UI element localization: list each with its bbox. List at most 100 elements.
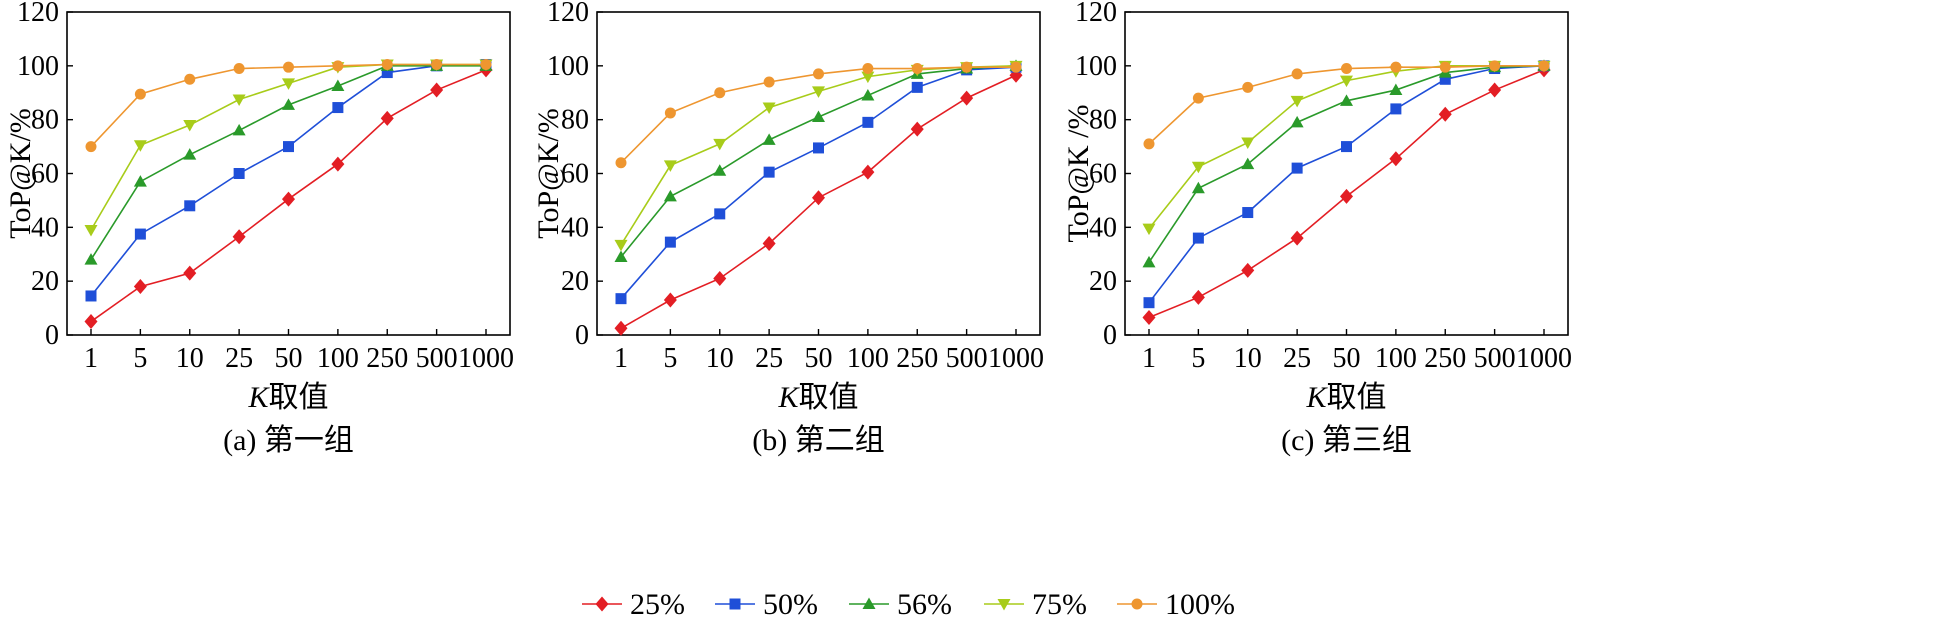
- data-point: [183, 265, 197, 281]
- data-point: [232, 123, 246, 136]
- data-point: [861, 88, 875, 101]
- x-tick-label: 250: [896, 343, 938, 374]
- data-point: [1241, 157, 1255, 170]
- legend-label: 56%: [897, 588, 952, 621]
- legend-label: 50%: [763, 588, 818, 621]
- data-point: [1191, 289, 1205, 305]
- data-point: [1489, 60, 1501, 72]
- y-tick-label: 60: [1089, 159, 1117, 190]
- y-tick-label: 80: [561, 105, 589, 136]
- y-tick-label: 0: [1103, 320, 1117, 351]
- data-point: [813, 68, 824, 80]
- data-point: [282, 78, 295, 90]
- data-point: [283, 141, 294, 153]
- data-point: [183, 148, 197, 160]
- data-point: [614, 320, 628, 336]
- x-tick-label: 25: [755, 343, 783, 374]
- data-point: [663, 292, 677, 308]
- data-point: [1340, 94, 1353, 106]
- data-point: [381, 58, 393, 70]
- x-tick-label: 1: [614, 343, 628, 374]
- data-point: [84, 253, 98, 265]
- y-tick-label: 80: [1089, 105, 1117, 136]
- y-tick-label: 80: [31, 105, 59, 136]
- panel-caption: (a) 第一组: [223, 424, 354, 457]
- data-point: [762, 133, 776, 145]
- data-point: [861, 164, 875, 180]
- series-100%: [85, 58, 492, 153]
- data-point: [1242, 81, 1254, 93]
- data-point: [380, 110, 394, 126]
- y-tick-label: 120: [1075, 0, 1117, 28]
- x-tick-label: 100: [317, 343, 359, 374]
- x-tick-label: 1000: [458, 343, 514, 374]
- data-point: [480, 58, 492, 70]
- data-point: [614, 250, 628, 262]
- x-tick-label: 250: [366, 343, 408, 374]
- data-point: [663, 189, 677, 202]
- data-point: [1389, 151, 1403, 167]
- data-point: [862, 63, 874, 75]
- x-tick-label: 10: [176, 343, 204, 374]
- data-point: [911, 63, 923, 75]
- legend-item: 25%: [582, 588, 685, 621]
- data-point: [862, 116, 874, 128]
- data-point: [1142, 310, 1156, 326]
- data-point: [282, 98, 295, 110]
- x-tick-label: 10: [1234, 343, 1262, 374]
- x-tick-label: 1: [84, 343, 98, 374]
- data-point: [1143, 297, 1155, 309]
- data-point: [1439, 73, 1451, 85]
- legend-marker: [862, 597, 876, 609]
- data-point: [713, 270, 727, 286]
- data-point: [1390, 61, 1402, 73]
- legend: 25% 50% 56% 75% 100%: [582, 588, 1235, 621]
- data-point: [184, 73, 196, 85]
- data-point: [615, 293, 627, 305]
- data-point: [381, 67, 393, 79]
- data-point: [664, 236, 676, 248]
- data-point: [1438, 106, 1452, 122]
- data-point: [714, 87, 726, 99]
- plot-frame: [1124, 11, 1569, 336]
- data-point: [1241, 137, 1255, 150]
- data-point: [1341, 63, 1352, 75]
- y-tick-label: 20: [1089, 266, 1117, 297]
- data-point: [812, 190, 825, 206]
- x-tick-label: 250: [1424, 343, 1466, 374]
- x-tick-label: 500: [416, 343, 458, 374]
- y-tick-label: 60: [31, 159, 59, 190]
- x-tick-label: 100: [847, 343, 889, 374]
- data-point: [183, 120, 197, 132]
- data-point: [1241, 262, 1255, 278]
- legend-marker: [595, 596, 609, 612]
- x-tick-label: 25: [1283, 343, 1311, 374]
- y-tick-label: 100: [1075, 51, 1117, 82]
- data-point: [184, 200, 196, 212]
- data-point: [1291, 162, 1303, 174]
- legend-item: 56%: [849, 588, 952, 621]
- series-25%: [84, 62, 493, 330]
- x-tick-label: 500: [946, 343, 988, 374]
- data-point: [615, 157, 627, 169]
- data-point: [1191, 161, 1205, 174]
- legend-item: 100%: [1117, 588, 1235, 621]
- data-point: [133, 175, 147, 187]
- data-point: [133, 140, 147, 152]
- x-tick-label: 5: [133, 343, 147, 374]
- data-point: [1191, 181, 1205, 194]
- x-axis-title: K取值: [1305, 381, 1386, 414]
- x-tick-label: 100: [1375, 343, 1417, 374]
- data-point: [911, 81, 923, 93]
- y-axis-title: ToP@K /%: [1062, 104, 1095, 242]
- x-tick-label: 5: [663, 343, 677, 374]
- x-tick-label: 1: [1142, 343, 1156, 374]
- data-point: [430, 82, 444, 98]
- data-point: [134, 88, 146, 100]
- data-point: [1341, 141, 1352, 153]
- data-point: [332, 102, 344, 114]
- data-point: [85, 141, 97, 153]
- data-point: [1142, 255, 1156, 268]
- data-point: [1192, 232, 1204, 244]
